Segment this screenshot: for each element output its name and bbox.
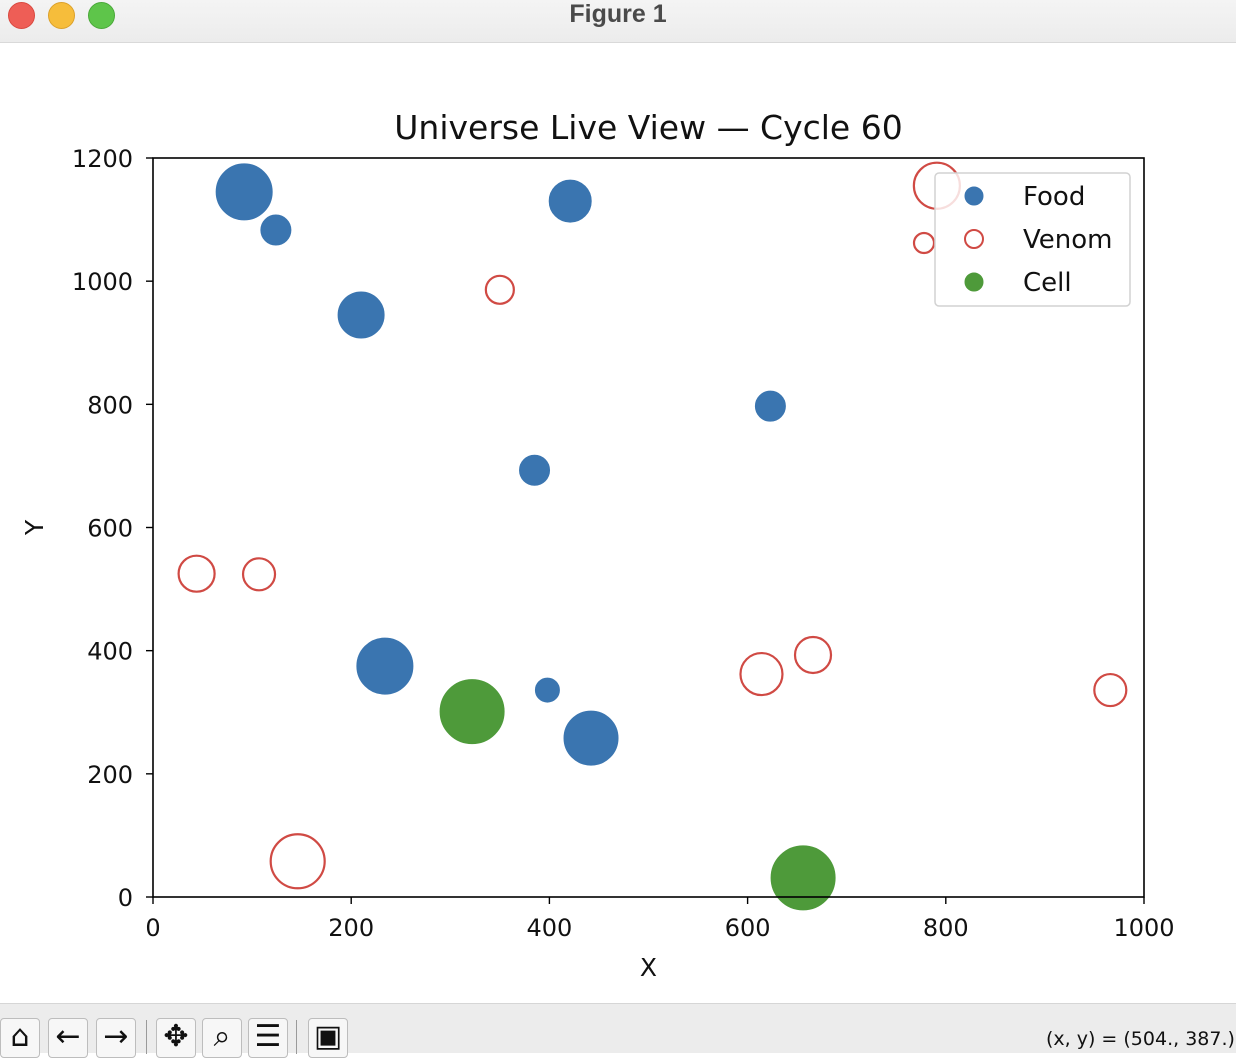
point-food-6: [356, 637, 414, 695]
point-venom-5: [739, 651, 784, 697]
y-tick-label-2: 400: [87, 638, 133, 666]
legend-marker-venom: [964, 229, 984, 249]
home-button[interactable]: ⌂: [0, 1018, 40, 1058]
chart-title: Universe Live View — Cycle 60: [394, 108, 902, 147]
y-tick-label-3: 600: [87, 515, 133, 543]
point-venom-3: [177, 554, 216, 593]
configure-button[interactable]: ☰: [248, 1018, 288, 1058]
point-venom-6: [793, 635, 833, 675]
zoom-button[interactable]: ⌕: [202, 1018, 242, 1058]
scatter-chart[interactable]: Universe Live View — Cycle 60 0 200 400 600 8…: [0, 43, 1236, 1001]
close-window-button[interactable]: [8, 2, 35, 29]
x-tick-label-0: 0: [145, 914, 160, 942]
point-venom-1: [912, 231, 936, 255]
legend-marker-food: [964, 186, 984, 206]
back-button[interactable]: ←: [48, 1018, 88, 1058]
x-axis-label: X: [640, 953, 657, 982]
window-title: Figure 1: [569, 0, 667, 28]
x-tick-label-2: 400: [526, 914, 572, 942]
y-tick-label-4: 800: [87, 391, 133, 419]
point-cell-0: [439, 679, 505, 745]
home-icon: ⌂: [10, 1019, 30, 1054]
y-tick-label-1: 200: [87, 761, 133, 789]
minimize-window-button[interactable]: [48, 2, 75, 29]
y-tick-label-0: 0: [118, 884, 133, 912]
arrow-right-icon: →: [103, 1019, 129, 1054]
arrow-left-icon: ←: [55, 1019, 81, 1054]
navigation-toolbar: ⌂ ← → ✥ ⌕ ☰ ▣ (x, y) = (504., 387.): [0, 1003, 1236, 1058]
point-venom-8: [269, 833, 326, 890]
y-tick-label-6: 1200: [72, 145, 133, 173]
point-food-1: [260, 214, 292, 246]
move-icon: ✥: [163, 1019, 189, 1054]
point-food-3: [548, 179, 592, 223]
pan-button[interactable]: ✥: [156, 1018, 196, 1058]
maximize-window-button[interactable]: [88, 2, 115, 29]
cursor-coordinates: (x, y) = (504., 387.): [1046, 1028, 1235, 1050]
magnifier-icon: ⌕: [213, 1019, 231, 1054]
point-food-4: [754, 390, 786, 422]
sliders-icon: ☰: [254, 1019, 282, 1054]
y-axis-label: Y: [20, 519, 49, 536]
toolbar-separator: [146, 1020, 147, 1054]
legend-label-venom: Venom: [1023, 225, 1112, 255]
point-food-8: [563, 710, 619, 766]
point-venom-4: [241, 557, 277, 592]
legend-marker-cell: [964, 272, 984, 292]
window-titlebar: Figure 1: [0, 0, 1236, 43]
forward-button[interactable]: →: [96, 1018, 136, 1058]
point-cell-1: [770, 845, 836, 911]
x-tick-label-1: 200: [328, 914, 374, 942]
point-food-7: [534, 677, 560, 703]
save-button[interactable]: ▣: [308, 1018, 348, 1058]
x-tick-label-4: 800: [923, 914, 969, 942]
x-tick-label-3: 600: [725, 914, 771, 942]
point-venom-2: [484, 274, 515, 305]
point-venom-7: [1093, 672, 1128, 708]
y-tick-label-5: 1000: [72, 268, 133, 296]
legend-label-food: Food: [1023, 182, 1085, 212]
x-tick-label-5: 1000: [1113, 914, 1174, 942]
point-food-0: [215, 163, 273, 221]
point-food-5: [519, 454, 551, 486]
toolbar-separator: [296, 1020, 297, 1054]
point-food-2: [337, 291, 385, 339]
floppy-disk-icon: ▣: [313, 1019, 343, 1054]
legend-box: [934, 172, 1131, 307]
legend-label-cell: Cell: [1023, 268, 1072, 298]
